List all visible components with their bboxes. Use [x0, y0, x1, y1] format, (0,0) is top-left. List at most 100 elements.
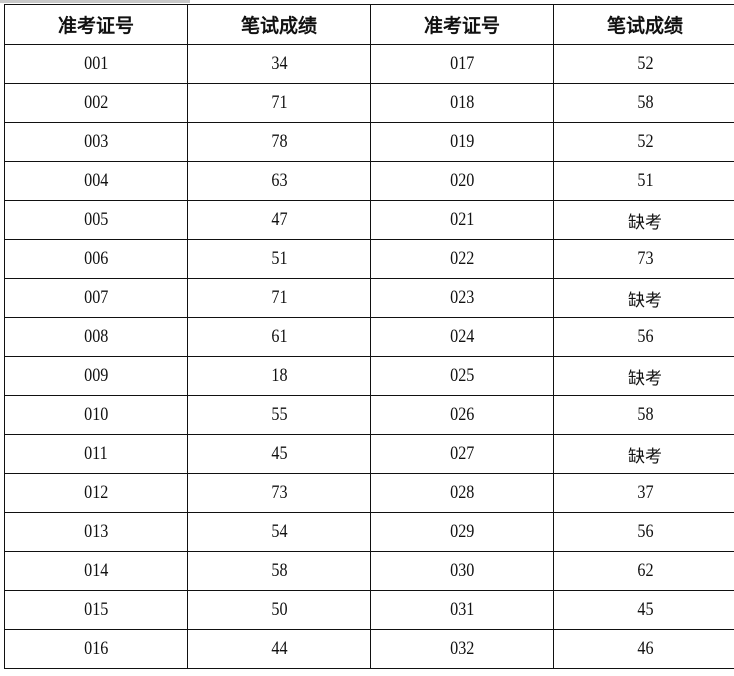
cell-text: 37 [636, 482, 654, 503]
table-row: 013 54 029 56 [4, 512, 734, 552]
score-cell: 58 [553, 83, 734, 123]
cell-text: 008 [83, 326, 109, 347]
table-row: 007 71 023 缺考 [4, 278, 734, 318]
exam-id-cell: 017 [370, 44, 554, 84]
cell-text: 18 [270, 365, 288, 386]
score-cell: 34 [187, 44, 371, 84]
cell-text: 缺考 [628, 290, 662, 311]
score-cell: 71 [187, 278, 371, 318]
score-cell: 73 [187, 473, 371, 513]
cell-text: 63 [270, 170, 288, 191]
cell-text: 022 [449, 248, 475, 269]
exam-id-cell: 008 [4, 317, 188, 357]
score-cell: 71 [187, 83, 371, 123]
cell-text: 52 [636, 131, 654, 152]
header-exam-id: 准考证号 [370, 4, 554, 45]
exam-id-cell: 019 [370, 122, 554, 162]
score-cell: 18 [187, 356, 371, 396]
table-row: 011 45 027 缺考 [4, 434, 734, 474]
table-row: 001 34 017 52 [4, 44, 734, 84]
cell-text: 51 [636, 170, 654, 191]
cell-text: 029 [449, 521, 475, 542]
cell-text: 012 [83, 482, 109, 503]
cell-text: 73 [270, 482, 288, 503]
score-cell: 62 [553, 551, 734, 591]
exam-id-cell: 023 [370, 278, 554, 318]
header-row: 准考证号 笔试成绩 准考证号 笔试成绩 [4, 4, 734, 45]
cell-text: 44 [270, 638, 288, 659]
exam-id-cell: 006 [4, 239, 188, 279]
cell-text: 55 [270, 404, 288, 425]
exam-id-cell: 026 [370, 395, 554, 435]
score-cell: 45 [553, 590, 734, 630]
score-table: 准考证号 笔试成绩 准考证号 笔试成绩 001 34 017 52 002 71 018 58… [4, 4, 734, 669]
cell-text: 58 [270, 560, 288, 581]
exam-id-cell: 009 [4, 356, 188, 396]
cell-text: 009 [83, 365, 109, 386]
score-cell: 51 [187, 239, 371, 279]
cell-text: 002 [83, 92, 109, 113]
cell-text: 007 [83, 287, 109, 308]
cell-text: 004 [83, 170, 109, 191]
exam-id-cell: 004 [4, 161, 188, 201]
cell-text: 030 [449, 560, 475, 581]
header-exam-id: 准考证号 [4, 4, 188, 45]
cell-text: 003 [83, 131, 109, 152]
score-cell: 51 [553, 161, 734, 201]
exam-id-cell: 030 [370, 551, 554, 591]
cell-text: 020 [449, 170, 475, 191]
score-cell: 44 [187, 629, 371, 669]
score-cell: 缺考 [553, 434, 734, 474]
cell-text: 027 [449, 443, 475, 464]
table-row: 010 55 026 58 [4, 395, 734, 435]
score-cell: 50 [187, 590, 371, 630]
score-cell: 55 [187, 395, 371, 435]
score-cell: 45 [187, 434, 371, 474]
score-cell: 61 [187, 317, 371, 357]
score-cell: 37 [553, 473, 734, 513]
exam-id-cell: 012 [4, 473, 188, 513]
score-cell: 46 [553, 629, 734, 669]
table-row: 009 18 025 缺考 [4, 356, 734, 396]
exam-id-cell: 015 [4, 590, 188, 630]
exam-id-cell: 020 [370, 161, 554, 201]
table-row: 012 73 028 37 [4, 473, 734, 513]
cell-text: 021 [449, 209, 475, 230]
score-cell: 63 [187, 161, 371, 201]
cell-text: 005 [83, 209, 109, 230]
cell-text: 014 [83, 560, 109, 581]
cell-text: 023 [449, 287, 475, 308]
cell-text: 73 [636, 248, 654, 269]
cell-text: 71 [270, 92, 288, 113]
exam-id-cell: 028 [370, 473, 554, 513]
table-row: 015 50 031 45 [4, 590, 734, 630]
exam-id-cell: 013 [4, 512, 188, 552]
score-cell: 缺考 [553, 356, 734, 396]
table-row: 004 63 020 51 [4, 161, 734, 201]
cell-text: 013 [83, 521, 109, 542]
exam-id-cell: 031 [370, 590, 554, 630]
cell-text: 58 [636, 92, 654, 113]
cell-text: 缺考 [628, 368, 662, 389]
score-cell: 52 [553, 44, 734, 84]
score-cell: 52 [553, 122, 734, 162]
cell-text: 52 [636, 53, 654, 74]
score-cell: 54 [187, 512, 371, 552]
cell-text: 024 [449, 326, 475, 347]
score-cell: 47 [187, 200, 371, 240]
cell-text: 010 [83, 404, 109, 425]
score-cell: 58 [553, 395, 734, 435]
cell-text: 56 [636, 326, 654, 347]
score-cell: 58 [187, 551, 371, 591]
cell-text: 001 [83, 53, 109, 74]
cell-text: 54 [270, 521, 288, 542]
table-row: 014 58 030 62 [4, 551, 734, 591]
cell-text: 47 [270, 209, 288, 230]
cell-text: 34 [270, 53, 288, 74]
cell-text: 032 [449, 638, 475, 659]
exam-id-cell: 027 [370, 434, 554, 474]
exam-id-cell: 003 [4, 122, 188, 162]
exam-id-cell: 007 [4, 278, 188, 318]
score-cell: 56 [553, 512, 734, 552]
cell-text: 56 [636, 521, 654, 542]
